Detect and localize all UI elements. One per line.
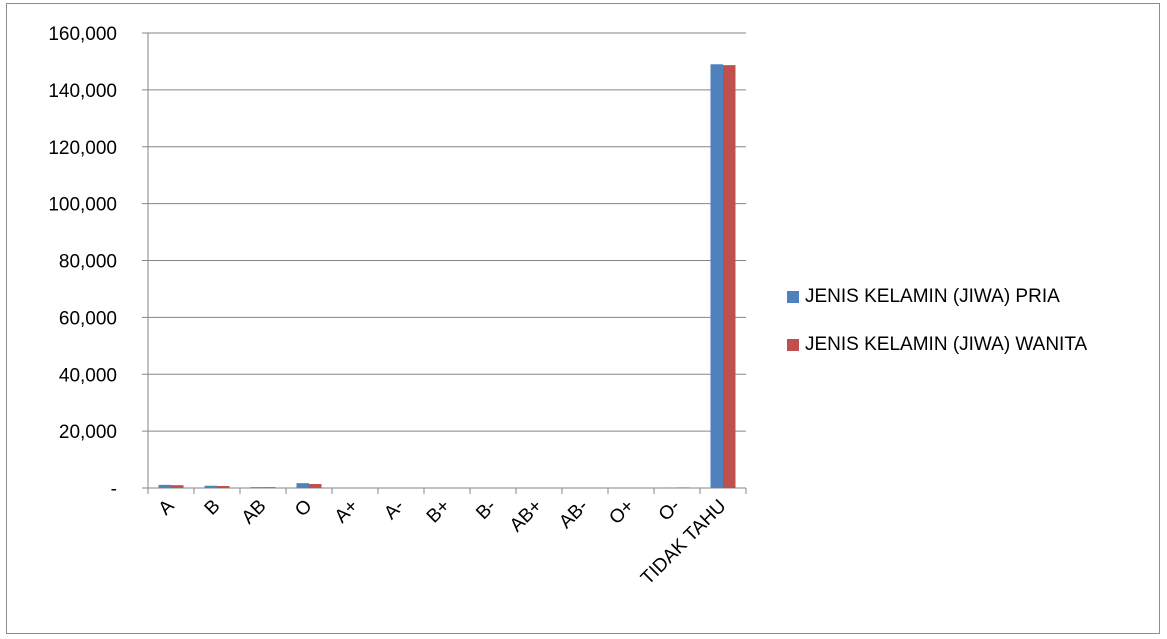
- y-tick-label: -: [111, 479, 117, 500]
- x-tick-label: A: [155, 495, 179, 519]
- y-tick-label: 60,000: [59, 308, 117, 329]
- x-tick-label: AB+: [506, 496, 547, 537]
- legend-item-wanita: JENIS KELAMIN (JIWA) WANITA: [787, 331, 1087, 359]
- x-tick-label: B: [201, 496, 225, 520]
- bar-wanita: [171, 485, 184, 488]
- x-tick-label: O-: [655, 496, 685, 526]
- x-tick-label: TIDAK TAHU: [637, 496, 730, 589]
- y-tick-label: 80,000: [59, 252, 117, 273]
- x-tick-label: B-: [472, 496, 500, 524]
- bar-wanita: [263, 487, 276, 488]
- legend-item-pria: JENIS KELAMIN (JIWA) PRIA: [787, 283, 1087, 311]
- bar-wanita: [723, 65, 736, 489]
- bar-wanita: [677, 487, 690, 488]
- bar-wanita: [309, 484, 322, 488]
- bar-wanita: [217, 486, 230, 488]
- legend-label-pria: JENIS KELAMIN (JIWA) PRIA: [805, 286, 1060, 307]
- y-tick-label: 40,000: [59, 365, 117, 386]
- x-tick-label: AB: [238, 496, 271, 529]
- legend-swatch-pria: [787, 291, 799, 303]
- x-tick-label: A+: [331, 496, 363, 528]
- y-tick-label: 120,000: [48, 138, 117, 159]
- y-tick-label: 160,000: [48, 24, 117, 45]
- x-tick-label: AB-: [555, 496, 592, 533]
- bar-pria: [710, 64, 723, 488]
- y-tick-label: 20,000: [59, 422, 117, 443]
- x-tick-label: A-: [380, 496, 408, 524]
- chart-frame: [6, 3, 1160, 634]
- bar-pria: [296, 483, 309, 488]
- y-tick-label: 140,000: [48, 81, 117, 102]
- bar-pria: [250, 487, 263, 488]
- legend: JENIS KELAMIN (JIWA) PRIA JENIS KELAMIN …: [787, 283, 1087, 379]
- bar-pria: [204, 485, 217, 488]
- legend-swatch-wanita: [787, 339, 799, 351]
- y-tick-label: 100,000: [48, 195, 117, 216]
- x-tick-label: B+: [423, 496, 455, 528]
- x-tick-label: O: [291, 496, 316, 521]
- bar-pria: [158, 484, 171, 488]
- x-tick-label: O+: [605, 496, 638, 529]
- legend-label-wanita: JENIS KELAMIN (JIWA) WANITA: [805, 334, 1088, 355]
